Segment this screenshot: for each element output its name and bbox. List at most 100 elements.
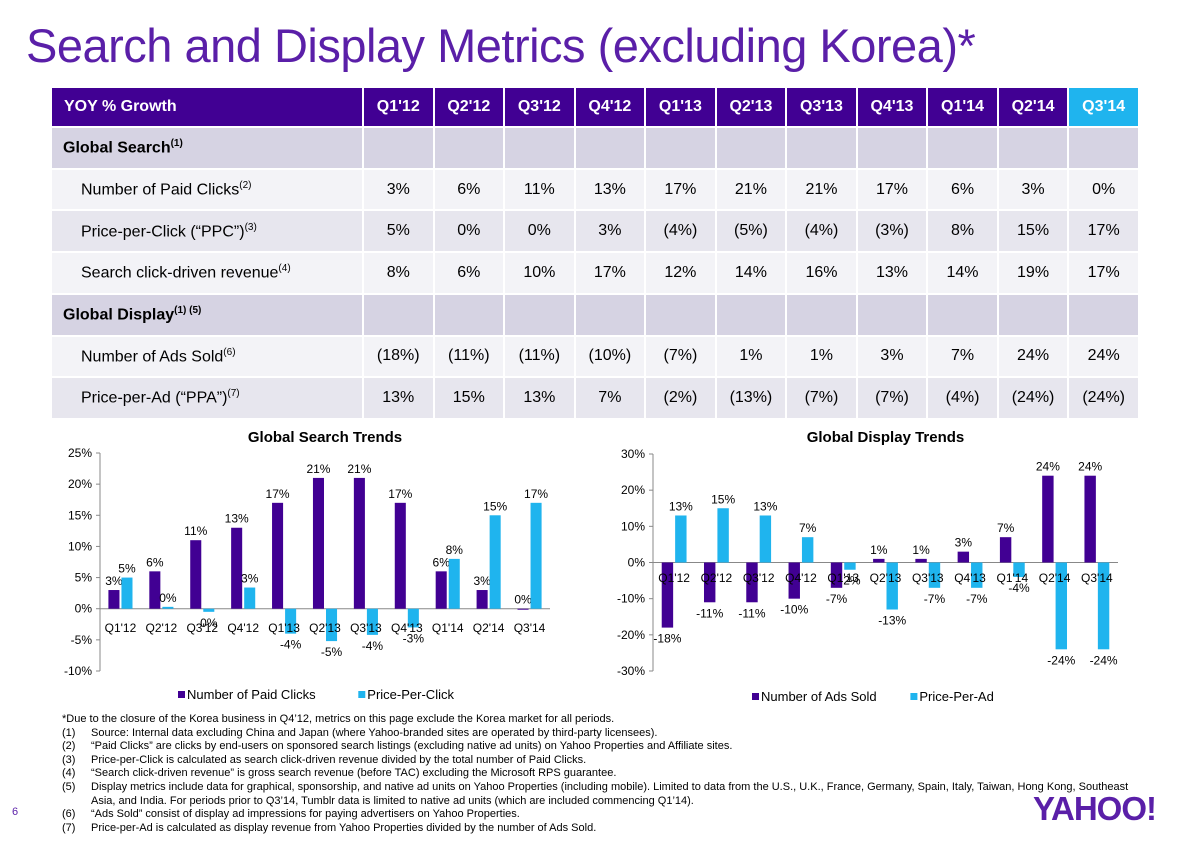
bar-secondary — [971, 562, 983, 588]
search-trends-chart: Global Search Trends 25% 20% 15% 10% 5% 0% -5% -… — [64, 429, 550, 702]
value-cell: 1% — [714, 334, 788, 379]
category-label: Q2'13 — [870, 571, 902, 585]
value-cell: (7%) — [785, 376, 858, 420]
value-cell: 13% — [362, 376, 435, 420]
section-cell — [785, 292, 858, 337]
y-tick-label: 25% — [68, 446, 92, 460]
category-label: Q3'13 — [912, 571, 944, 585]
data-label: -13% — [878, 614, 906, 628]
bar-secondary — [844, 562, 856, 570]
data-label: 0% — [200, 616, 218, 630]
data-label: 6% — [433, 555, 451, 569]
y-tick-label: 30% — [621, 447, 645, 461]
data-label: -5% — [321, 645, 343, 659]
value-cell: (4%) — [926, 376, 999, 420]
bar-secondary — [759, 515, 772, 563]
value-cell: (7%) — [644, 334, 717, 379]
y-tick-label: 10% — [621, 519, 645, 533]
data-label: 1% — [912, 543, 930, 557]
bar-primary — [394, 502, 406, 609]
data-label: -4% — [280, 638, 302, 652]
value-cell: (18%) — [362, 334, 435, 379]
section-cell — [362, 292, 435, 337]
value-cell: 7% — [926, 334, 999, 379]
data-label: 5% — [118, 562, 136, 576]
bar-primary — [1042, 475, 1054, 563]
legend-swatch — [178, 691, 185, 698]
value-cell: (2%) — [644, 376, 717, 420]
category-label: Q1'12 — [658, 571, 690, 585]
data-label: 17% — [388, 487, 412, 501]
value-cell: 0% — [503, 209, 576, 254]
bar-secondary — [162, 606, 174, 609]
bar-primary — [957, 551, 970, 563]
value-cell: 6% — [432, 251, 506, 295]
bar-primary — [312, 477, 324, 609]
value-cell: (13%) — [714, 376, 788, 420]
value-cell: 0% — [432, 209, 506, 254]
footnotes: *Due to the closure of the Korea busines… — [62, 713, 1142, 835]
y-tick-label: 15% — [68, 508, 92, 522]
quarter-header: Q2'13 — [714, 86, 788, 128]
footnote-item: (1) Source: Internal data excluding China… — [62, 727, 1142, 741]
footnote-item: (7) Price-per-Ad is calculated as display… — [62, 822, 1142, 836]
footnote-text: “Ads Sold” consist of display ad impress… — [91, 808, 520, 821]
data-label: -7% — [924, 592, 946, 606]
yahoo-logo: YAHOO! — [1033, 790, 1157, 827]
value-cell: 11% — [503, 167, 576, 212]
category-label: Q3'12 — [743, 571, 775, 585]
category-label: Q4'12 — [227, 621, 259, 635]
value-cell: 3% — [362, 167, 435, 212]
value-cell: 21% — [785, 167, 858, 212]
value-cell: 17% — [1067, 251, 1140, 295]
legend-label: Number of Paid Clicks — [187, 687, 316, 702]
bar-secondary — [717, 508, 729, 563]
data-label: 8% — [446, 543, 464, 557]
table-header-label: YOY % Growth — [50, 86, 364, 128]
footnote-text: Price-per-Ad is calculated as display re… — [91, 821, 597, 834]
category-label: Q2'12 — [701, 571, 733, 585]
footnote-item: (2) “Paid Clicks” are clicks by end-users… — [62, 740, 1142, 754]
footnote-number: (2) — [62, 740, 76, 753]
data-label: 13% — [225, 512, 249, 526]
value-cell: 13% — [503, 376, 576, 420]
section-cell — [785, 126, 858, 170]
data-label: 15% — [483, 499, 507, 513]
section-cell — [926, 292, 999, 337]
category-label: Q3'12 — [186, 621, 218, 635]
value-cell: 17% — [1067, 209, 1140, 254]
category-label: Q1'14 — [996, 571, 1028, 585]
section-cell — [573, 292, 647, 337]
value-cell: 15% — [432, 376, 506, 420]
footnote-number: (1) — [62, 726, 76, 739]
data-label: -4% — [362, 639, 384, 653]
section-cell — [714, 126, 788, 170]
data-label: 21% — [347, 462, 371, 476]
bar-secondary — [203, 608, 215, 612]
category-label: Q4'12 — [785, 571, 817, 585]
bar-primary — [788, 562, 800, 599]
value-cell: 24% — [1067, 334, 1140, 379]
section-cell — [573, 126, 647, 170]
bar-secondary — [886, 562, 898, 610]
value-cell: 17% — [855, 167, 929, 212]
bar-primary — [517, 608, 529, 610]
data-label: 0% — [159, 591, 177, 605]
category-label: Q1'14 — [432, 621, 464, 635]
bar-primary — [353, 477, 365, 609]
footnote-text: Source: Internal data excluding China an… — [91, 726, 658, 739]
quarter-header: Q3'14 — [1067, 86, 1140, 128]
display-trends-chart: Global Display Trends 30% 20% 10% 0% -10% -20%… — [617, 429, 1118, 704]
data-label: 21% — [306, 462, 330, 476]
data-label: -3% — [403, 631, 425, 645]
table-row: Number of Ads Sold(6) (18%) (11%) (11%) (10%… — [50, 334, 1140, 379]
value-cell: (24%) — [996, 376, 1070, 420]
bar-secondary — [366, 608, 378, 635]
bar-primary — [1084, 475, 1096, 563]
section-cell — [362, 126, 435, 170]
data-label: 3% — [241, 572, 259, 586]
y-tick-label: 10% — [68, 539, 92, 553]
data-label: 3% — [105, 574, 123, 588]
footnote-item: (5) Display metrics include data for grap… — [62, 781, 1142, 808]
value-cell: (11%) — [432, 334, 506, 379]
